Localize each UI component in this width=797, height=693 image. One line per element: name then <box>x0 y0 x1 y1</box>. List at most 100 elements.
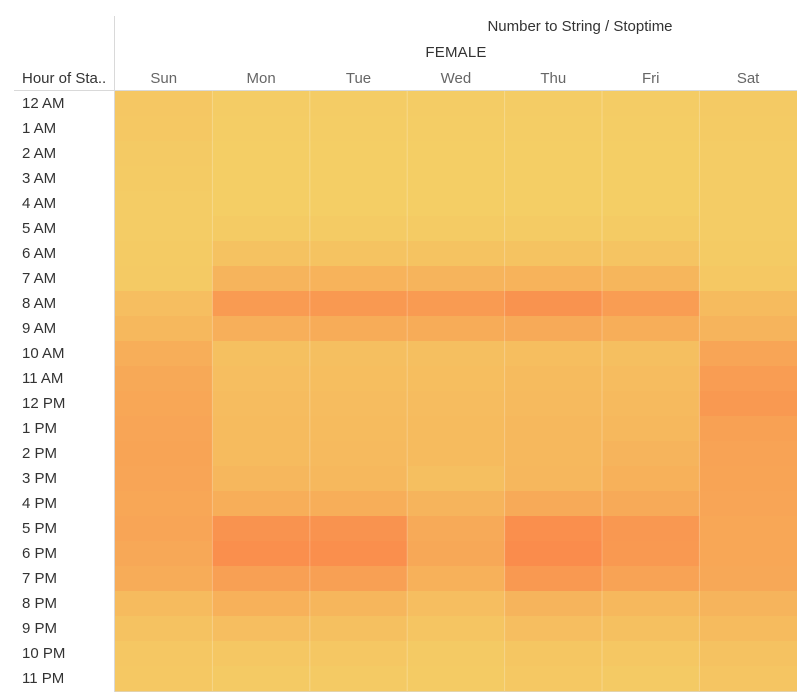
row-label-8-am[interactable]: 8 AM <box>22 295 57 312</box>
heat-cell-thu-2-am[interactable] <box>504 141 603 167</box>
heat-cell-wed-9-am[interactable] <box>407 316 505 342</box>
heat-cell-sat-10-pm[interactable] <box>699 641 797 667</box>
heat-cell-sat-2-pm[interactable] <box>699 441 797 467</box>
heat-cell-thu-5-am[interactable] <box>504 216 603 242</box>
heat-cell-fri-2-pm[interactable] <box>602 441 700 467</box>
row-label-7-am[interactable]: 7 AM <box>22 270 57 287</box>
heat-cell-mon-11-am[interactable] <box>212 366 311 392</box>
heat-cell-tue-10-am[interactable] <box>309 341 408 367</box>
heat-cell-sun-6-pm[interactable] <box>115 541 213 567</box>
heat-cell-fri-1-am[interactable] <box>602 116 700 142</box>
heat-cell-sun-7-pm[interactable] <box>115 566 213 592</box>
heat-cell-thu-10-pm[interactable] <box>504 641 603 667</box>
heat-cell-tue-12-am[interactable] <box>309 91 408 117</box>
heat-cell-tue-7-am[interactable] <box>309 266 408 292</box>
heat-cell-sun-4-pm[interactable] <box>115 491 213 517</box>
row-label-5-am[interactable]: 5 AM <box>22 220 57 237</box>
heat-cell-mon-6-am[interactable] <box>212 241 311 267</box>
heat-cell-fri-11-pm[interactable] <box>602 666 700 692</box>
heat-cell-thu-10-am[interactable] <box>504 341 603 367</box>
heat-cell-mon-1-am[interactable] <box>212 116 311 142</box>
heat-cell-tue-10-pm[interactable] <box>309 641 408 667</box>
heat-cell-wed-1-pm[interactable] <box>407 416 505 442</box>
heat-cell-wed-4-pm[interactable] <box>407 491 505 517</box>
heat-cell-fri-4-am[interactable] <box>602 191 700 217</box>
heat-cell-fri-10-pm[interactable] <box>602 641 700 667</box>
heat-cell-fri-3-am[interactable] <box>602 166 700 192</box>
heat-cell-sat-9-am[interactable] <box>699 316 797 342</box>
heat-cell-sat-12-am[interactable] <box>699 91 797 117</box>
heat-cell-wed-12-am[interactable] <box>407 91 505 117</box>
heat-cell-mon-4-am[interactable] <box>212 191 311 217</box>
heat-cell-sun-6-am[interactable] <box>115 241 213 267</box>
heat-cell-tue-2-pm[interactable] <box>309 441 408 467</box>
row-label-11-pm[interactable]: 11 PM <box>22 670 65 687</box>
heat-cell-sun-3-pm[interactable] <box>115 466 213 492</box>
row-label-2-am[interactable]: 2 AM <box>22 145 57 162</box>
heat-cell-sat-5-pm[interactable] <box>699 516 797 542</box>
row-label-12-am[interactable]: 12 AM <box>22 95 65 112</box>
heat-cell-fri-9-pm[interactable] <box>602 616 700 642</box>
heat-cell-sat-2-am[interactable] <box>699 141 797 167</box>
heat-cell-sat-4-pm[interactable] <box>699 491 797 517</box>
heat-cell-sat-3-pm[interactable] <box>699 466 797 492</box>
heat-cell-thu-2-pm[interactable] <box>504 441 603 467</box>
heat-cell-sun-1-pm[interactable] <box>115 416 213 442</box>
heat-cell-tue-5-pm[interactable] <box>309 516 408 542</box>
heat-cell-tue-4-pm[interactable] <box>309 491 408 517</box>
heat-cell-thu-9-am[interactable] <box>504 316 603 342</box>
heat-cell-thu-5-pm[interactable] <box>504 516 603 542</box>
heat-cell-fri-5-pm[interactable] <box>602 516 700 542</box>
column-label-sat[interactable]: Sat <box>736 70 760 87</box>
column-label-mon[interactable]: Mon <box>246 70 276 87</box>
heat-cell-sun-11-pm[interactable] <box>115 666 213 692</box>
heat-cell-tue-11-pm[interactable] <box>309 666 408 692</box>
heat-cell-fri-7-pm[interactable] <box>602 566 700 592</box>
heat-cell-mon-2-pm[interactable] <box>212 441 311 467</box>
heat-cell-tue-12-pm[interactable] <box>309 391 408 417</box>
heat-cell-sat-11-pm[interactable] <box>699 666 797 692</box>
heat-cell-tue-9-pm[interactable] <box>309 616 408 642</box>
heat-cell-wed-3-am[interactable] <box>407 166 505 192</box>
heat-cell-thu-1-am[interactable] <box>504 116 603 142</box>
heat-cell-mon-8-am[interactable] <box>212 291 311 317</box>
heat-cell-thu-7-pm[interactable] <box>504 566 603 592</box>
column-label-tue[interactable]: Tue <box>345 70 372 87</box>
heat-cell-tue-1-am[interactable] <box>309 116 408 142</box>
heat-cell-thu-8-pm[interactable] <box>504 591 603 617</box>
heat-cell-thu-6-am[interactable] <box>504 241 603 267</box>
heat-cell-mon-10-pm[interactable] <box>212 641 311 667</box>
heat-cell-mon-11-pm[interactable] <box>212 666 311 692</box>
heat-cell-thu-11-am[interactable] <box>504 366 603 392</box>
heat-cell-sat-1-pm[interactable] <box>699 416 797 442</box>
heat-cell-sat-1-am[interactable] <box>699 116 797 142</box>
row-label-10-am[interactable]: 10 AM <box>22 345 65 362</box>
heat-cell-wed-4-am[interactable] <box>407 191 505 217</box>
heat-cell-fri-6-am[interactable] <box>602 241 700 267</box>
heat-cell-fri-5-am[interactable] <box>602 216 700 242</box>
heat-cell-sat-4-am[interactable] <box>699 191 797 217</box>
heat-cell-mon-3-am[interactable] <box>212 166 311 192</box>
row-label-9-pm[interactable]: 9 PM <box>22 620 58 637</box>
heat-cell-sun-9-am[interactable] <box>115 316 213 342</box>
heat-cell-mon-3-pm[interactable] <box>212 466 311 492</box>
heat-cell-sat-5-am[interactable] <box>699 216 797 242</box>
row-label-4-pm[interactable]: 4 PM <box>22 495 58 512</box>
heat-cell-thu-12-am[interactable] <box>504 91 603 117</box>
heat-cell-thu-11-pm[interactable] <box>504 666 603 692</box>
heat-cell-sun-10-pm[interactable] <box>115 641 213 667</box>
heat-cell-tue-6-am[interactable] <box>309 241 408 267</box>
heat-cell-thu-3-am[interactable] <box>504 166 603 192</box>
heat-cell-sat-3-am[interactable] <box>699 166 797 192</box>
heat-cell-mon-9-pm[interactable] <box>212 616 311 642</box>
heat-cell-sun-4-am[interactable] <box>115 191 213 217</box>
heat-cell-sun-2-am[interactable] <box>115 141 213 167</box>
heat-cell-sun-12-pm[interactable] <box>115 391 213 417</box>
heat-cell-mon-9-am[interactable] <box>212 316 311 342</box>
column-label-wed[interactable]: Wed <box>440 70 472 87</box>
heat-cell-mon-8-pm[interactable] <box>212 591 311 617</box>
heat-cell-fri-10-am[interactable] <box>602 341 700 367</box>
heat-cell-fri-3-pm[interactable] <box>602 466 700 492</box>
heat-cell-fri-12-am[interactable] <box>602 91 700 117</box>
heat-cell-wed-5-pm[interactable] <box>407 516 505 542</box>
